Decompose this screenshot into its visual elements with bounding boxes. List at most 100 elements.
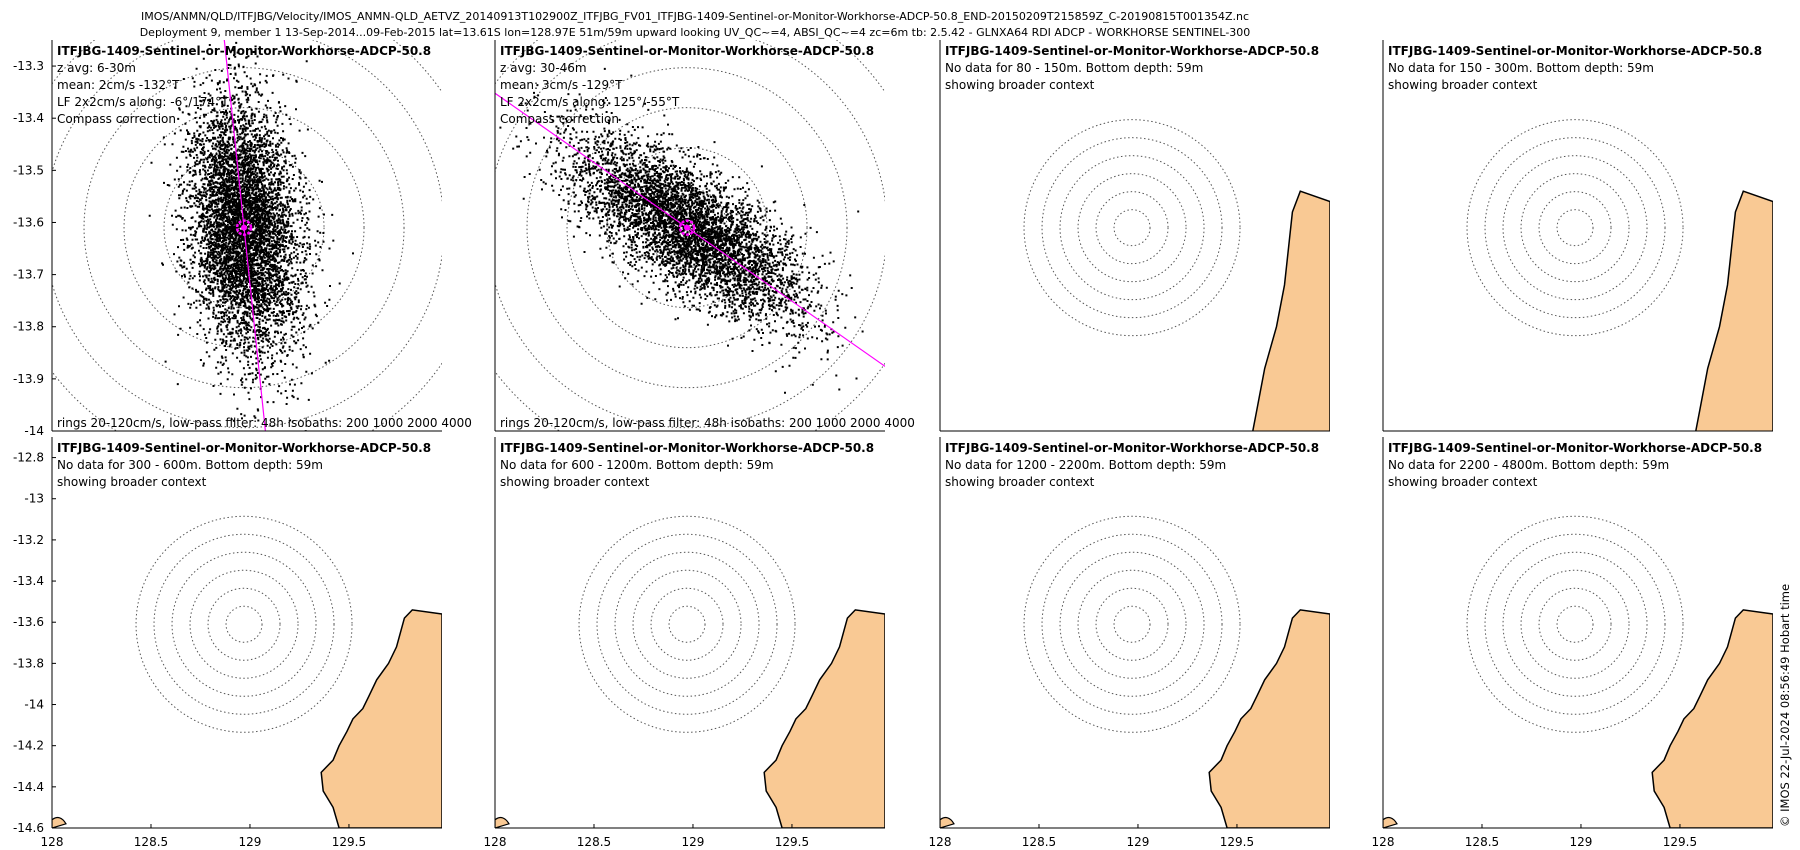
- speed-ring: [1059, 155, 1205, 301]
- x-tick-label: 128.5: [1465, 835, 1499, 849]
- x-tick-label: 128: [1372, 835, 1395, 849]
- speed-ring: [1466, 119, 1684, 337]
- y-tick-label: -14: [24, 424, 44, 438]
- panel-8: 128 128.5 129 129.5 ITFJBG-1409-Sentinel-or-…: [1372, 437, 1773, 849]
- deployment-header: Deployment 9, member 1 13-Sep-2014...09-…: [139, 26, 1251, 39]
- speed-ring: [650, 587, 724, 661]
- speed-ring: [1041, 533, 1223, 715]
- speed-ring: [614, 551, 760, 697]
- panel-annotation: showing broader context: [945, 78, 1095, 92]
- speed-ring: [1556, 605, 1594, 643]
- land-polygon: [763, 609, 885, 828]
- panel-footer: rings 20-120cm/s, low-pass filter: 48h i…: [500, 416, 915, 430]
- file-path-header: IMOS/ANMN/QLD/ITFJBG/Velocity/IMOS_ANMN-…: [140, 10, 1250, 23]
- panel-plot-area: [495, 515, 885, 828]
- y-tick-label: -13.6: [13, 615, 44, 629]
- panel-5: -12.8 -13 -13.2 -13.4 -13.6 -13.8 -14 -14.2 -14.…: [13, 437, 442, 849]
- speed-ring: [189, 569, 299, 679]
- x-tick-label: 129: [1127, 835, 1150, 849]
- panel-footer: rings 20-120cm/s, low-pass filter: 48h i…: [57, 416, 472, 430]
- speed-ring: [1484, 137, 1666, 319]
- land-polygon: [1208, 609, 1330, 828]
- panel-annotation: No data for 600 - 1200m. Bottom depth: 5…: [500, 458, 774, 472]
- land-polygon: [1695, 190, 1773, 431]
- panel-annotation: z avg: 30-46m: [500, 61, 587, 75]
- panel-plot-area: [940, 515, 1330, 828]
- x-tick-label: 129: [682, 835, 705, 849]
- y-tick-label: -13.7: [13, 268, 44, 282]
- land-polygon: [320, 609, 442, 828]
- panel-title: ITFJBG-1409-Sentinel-or-Monitor-Workhors…: [945, 441, 1319, 455]
- y-tick-label: -13.2: [13, 533, 44, 547]
- speed-ring: [566, 107, 808, 349]
- y-tick-label: -13.8: [13, 320, 44, 334]
- panel-annotation: Compass correction: [500, 112, 619, 126]
- land-polygon: [1252, 190, 1330, 431]
- land-polygon: [1383, 816, 1398, 828]
- speed-ring: [1484, 533, 1666, 715]
- x-tick-label: 129: [1570, 835, 1593, 849]
- y-tick-label: -13.4: [13, 111, 44, 125]
- panel-annotation: showing broader context: [1388, 78, 1538, 92]
- land-polygon: [940, 816, 955, 828]
- speed-ring: [1520, 569, 1630, 679]
- lowpass-ellipse: [678, 219, 696, 236]
- speed-ring: [135, 515, 353, 733]
- panel-annotation: No data for 300 - 600m. Bottom depth: 59…: [57, 458, 323, 472]
- speed-ring: [83, 67, 405, 389]
- y-tick-label: -13: [24, 492, 44, 506]
- panel-1: -13.3 -13.4 -13.5 -13.6 -13.7 -13.8 -13.9 -14 IT…: [13, 40, 472, 438]
- panel-title: ITFJBG-1409-Sentinel-or-Monitor-Workhors…: [500, 44, 874, 58]
- panel-annotation: mean: 2cm/s -132°T: [57, 78, 180, 92]
- speed-ring: [668, 605, 706, 643]
- land-polygon: [940, 721, 954, 744]
- x-tick-label: 129.5: [775, 835, 809, 849]
- speed-ring: [632, 569, 742, 679]
- y-tick-label: -13.4: [13, 574, 44, 588]
- panel-plot-area: [495, 40, 885, 431]
- panel-annotation: mean: 3cm/s -129°T: [500, 78, 623, 92]
- lowpass-ellipse: [235, 219, 253, 236]
- panel-annotation: showing broader context: [500, 475, 650, 489]
- speed-ring: [1023, 119, 1241, 337]
- land-polygon: [1383, 721, 1397, 744]
- panel-7: 128 128.5 129 129.5 ITFJBG-1409-Sentinel-or-…: [929, 437, 1330, 849]
- mean-marker: [241, 224, 248, 231]
- speed-ring: [596, 533, 778, 715]
- y-tick-label: -13.3: [13, 59, 44, 73]
- speed-ring: [1113, 605, 1151, 643]
- panel-annotation: LF 2x2cm/s along: 125°/-55°T: [500, 95, 680, 109]
- speed-ring: [1059, 551, 1205, 697]
- speed-ring: [1077, 569, 1187, 679]
- panel-annotation: z avg: 6-30m: [57, 61, 136, 75]
- panel-annotation: showing broader context: [57, 475, 207, 489]
- speed-ring: [1466, 515, 1684, 733]
- x-tick-label: 128.5: [1022, 835, 1056, 849]
- y-tick-label: -13.9: [13, 372, 44, 386]
- speed-ring: [171, 551, 317, 697]
- speed-ring: [1095, 191, 1169, 265]
- panel-title: ITFJBG-1409-Sentinel-or-Monitor-Workhors…: [1388, 441, 1762, 455]
- x-tick-label: 128.5: [577, 835, 611, 849]
- x-tick-label: 129.5: [332, 835, 366, 849]
- speed-ring: [1502, 155, 1648, 301]
- panel-annotation: Compass correction: [57, 112, 176, 126]
- speed-ring: [207, 587, 281, 661]
- y-tick-label: -14: [24, 698, 44, 712]
- velocity-scatter: [120, 41, 354, 431]
- panel-6: 128 128.5 129 129.5 ITFJBG-1409-Sentinel-or-…: [484, 437, 885, 849]
- panel-annotation: No data for 80 - 150m. Bottom depth: 59m: [945, 61, 1203, 75]
- panel-plot-area: [1383, 515, 1773, 828]
- x-tick-label: 129.5: [1663, 835, 1697, 849]
- panel-title: ITFJBG-1409-Sentinel-or-Monitor-Workhors…: [500, 441, 874, 455]
- panel-plot-area: [52, 40, 442, 431]
- panel-plot-area: [1383, 119, 1773, 744]
- panel-annotation: No data for 2200 - 4800m. Bottom depth: …: [1388, 458, 1669, 472]
- panel-annotation: LF 2x2cm/s along: -6°/174°T: [57, 95, 229, 109]
- land-polygon: [495, 816, 510, 828]
- panel-3: ITFJBG-1409-Sentinel-or-Monitor-Workhors…: [939, 40, 1330, 744]
- panel-title: ITFJBG-1409-Sentinel-or-Monitor-Workhors…: [57, 441, 431, 455]
- land-polygon: [1651, 609, 1773, 828]
- speed-ring: [1538, 587, 1612, 661]
- panel-title: ITFJBG-1409-Sentinel-or-Monitor-Workhors…: [57, 44, 431, 58]
